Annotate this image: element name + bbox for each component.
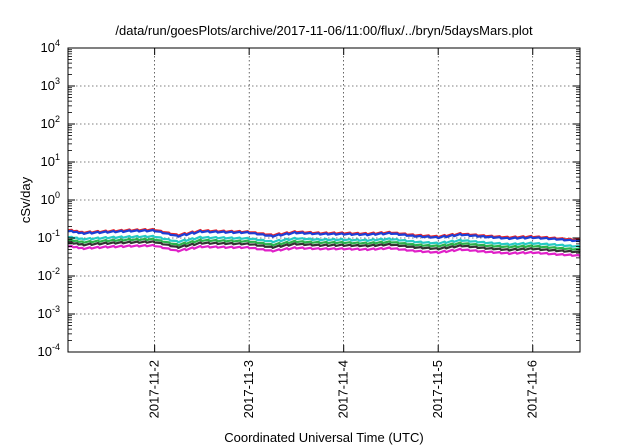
series-line (67, 234, 581, 249)
x-tick-label: 2017-11-4 (336, 360, 351, 418)
y-tick-label: 10-2 (38, 266, 60, 283)
x-tick-label: 2017-11-6 (525, 360, 540, 418)
y-tick-label: 100 (41, 190, 60, 207)
y-tick-label: 102 (41, 114, 60, 131)
y-tick-label: 104 (41, 38, 60, 55)
x-tick-label: 2017-11-5 (430, 360, 445, 418)
y-tick-label: 101 (41, 152, 60, 169)
y-axis-label: cSv/day (18, 176, 33, 223)
y-tick-label: 10-4 (38, 342, 60, 359)
chart-title: /data/run/goesPlots/archive/2017-11-06/1… (115, 23, 533, 38)
x-tick-label: 2017-11-2 (147, 360, 162, 418)
y-tick-label: 10-1 (38, 228, 60, 245)
y-tick-label: 103 (41, 76, 60, 93)
y-tick-label: 10-3 (38, 304, 60, 321)
x-tick-label: 2017-11-3 (241, 360, 256, 418)
x-axis-label: Coordinated Universal Time (UTC) (224, 430, 423, 445)
series-line (67, 228, 581, 243)
y-axis-ticks: 10-4 10-3 10-2 10-1 100 101 102 103 104 (38, 38, 580, 359)
series-group (67, 227, 581, 258)
grid (68, 48, 580, 352)
series-line (67, 240, 581, 254)
series-line (67, 243, 581, 258)
series-line (67, 237, 581, 251)
x-axis-ticks: 2017-11-2 2017-11-3 2017-11-4 2017-11-5 2017… (147, 48, 540, 418)
